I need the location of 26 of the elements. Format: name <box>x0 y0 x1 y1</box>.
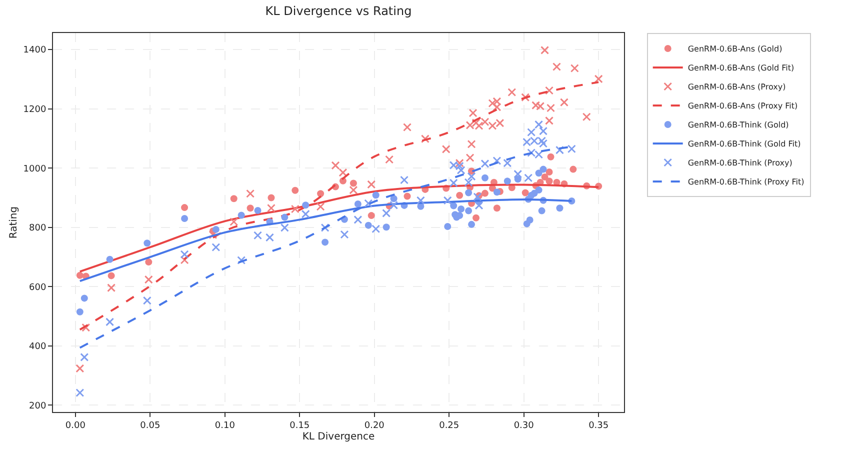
y-tick-label: 1200 <box>23 105 46 116</box>
y-tick-label: 1000 <box>23 164 46 174</box>
y-tick-label: 400 <box>29 342 46 352</box>
legend-label: GenRM-0.6B-Ans (Gold Fit) <box>688 64 794 73</box>
x-tick-label: 0.20 <box>364 420 385 431</box>
x-tick-label: 0.05 <box>140 420 160 431</box>
legend-label: GenRM-0.6B-Ans (Proxy) <box>688 82 786 92</box>
chart-title: KL Divergence vs Rating <box>265 4 412 18</box>
legend-label: GenRM-0.6B-Ans (Gold) <box>688 44 782 54</box>
y-tick-label: 1400 <box>23 46 46 56</box>
x-tick-label: 0.30 <box>514 420 534 431</box>
x-tick-label: 0.15 <box>290 420 310 431</box>
legend-label: GenRM-0.6B-Think (Gold Fit) <box>688 140 801 149</box>
x-axis-title: KL Divergence <box>302 431 375 442</box>
legend-label: GenRM-0.6B-Ans (Proxy Fit) <box>688 102 798 111</box>
x-tick-label: 0.35 <box>588 420 609 431</box>
x-tick-label: 0.10 <box>214 420 236 431</box>
y-tick-label: 200 <box>29 401 46 412</box>
y-axis-title: Rating <box>8 206 20 239</box>
y-tick-label: 800 <box>29 224 46 234</box>
legend-label: GenRM-0.6B-Think (Proxy) <box>688 158 792 168</box>
legend-label: GenRM-0.6B-Think (Gold) <box>688 120 789 130</box>
x-tick-label: 0.25 <box>439 420 460 431</box>
legend-label: GenRM-0.6B-Think (Proxy Fit) <box>688 178 804 187</box>
y-tick-label: 600 <box>29 282 46 293</box>
x-tick-label: 0.00 <box>65 420 86 431</box>
